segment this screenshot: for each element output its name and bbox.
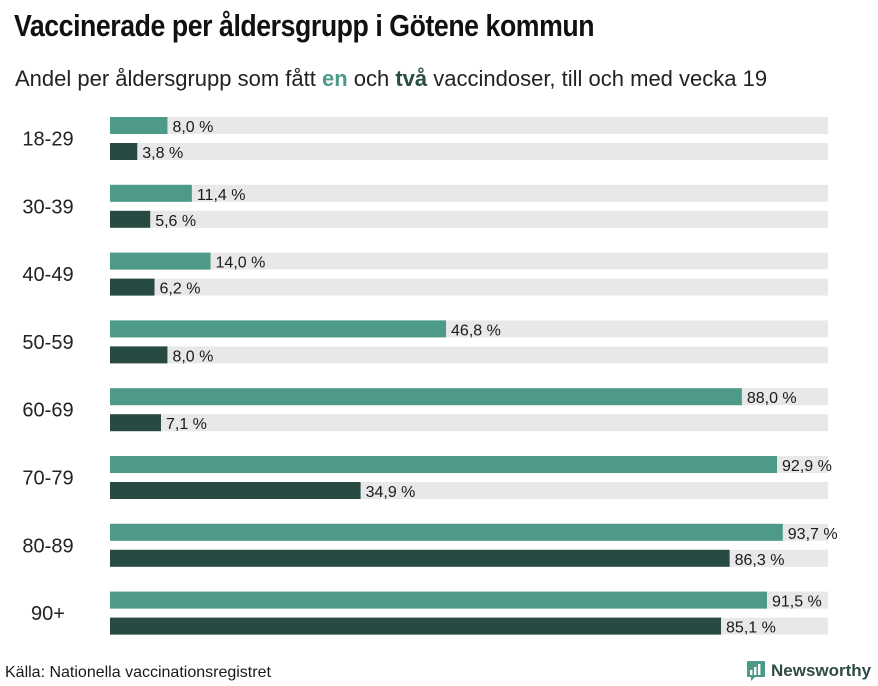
bar-dose-two [110, 549, 730, 567]
bar-dose-one [110, 523, 783, 541]
bar-track [110, 210, 828, 228]
bar-track [110, 117, 828, 134]
chart-title: Vaccinerade per åldersgrupp i Götene kom… [14, 8, 595, 43]
bar-dose-two [110, 617, 722, 635]
brand-logo: Newsworthy [746, 660, 871, 682]
subtitle-dose-one: en [321, 66, 348, 91]
bar-dose-one [110, 184, 192, 202]
category-label: 70-79 [22, 468, 73, 490]
bar-track [110, 278, 828, 296]
value-label: 86,3 % [735, 552, 785, 569]
subtitle-prefix: Andel per åldersgrupp som fått [15, 66, 322, 91]
category-label: 18-29 [22, 129, 73, 151]
value-label: 85,1 % [726, 620, 776, 637]
bar-dose-one [110, 252, 211, 270]
bar-dose-two [110, 210, 151, 228]
category-label: 80-89 [22, 535, 73, 557]
value-label: 92,9 % [782, 458, 832, 475]
value-label: 34,9 % [366, 484, 416, 501]
bar-dose-one [110, 117, 168, 134]
value-label: 7,1 % [166, 416, 207, 433]
category-label: 90+ [31, 603, 65, 625]
chart-subtitle: Andel per åldersgrupp som fått en och tv… [15, 66, 767, 92]
bar-dose-one [110, 591, 767, 609]
bar-dose-two [110, 278, 155, 296]
category-label: 30-39 [22, 196, 73, 218]
bar-track [110, 252, 828, 270]
category-label: 50-59 [22, 332, 73, 354]
value-label: 91,5 % [772, 594, 822, 611]
subtitle-middle: och [347, 66, 396, 91]
brand-name: Newsworthy [771, 661, 872, 680]
subtitle-dose-two: två [395, 66, 428, 91]
value-label: 3,8 % [142, 145, 183, 162]
source-note: Källa: Nationella vaccinationsregistret [5, 664, 271, 681]
bar-dose-two [110, 346, 168, 364]
category-label: 40-49 [22, 264, 73, 286]
bar-dose-two [110, 414, 161, 432]
value-label: 88,0 % [747, 390, 797, 407]
bar-track [110, 346, 828, 364]
value-label: 8,0 % [172, 348, 213, 365]
subtitle-suffix: vaccindoser, till och med vecka 19 [427, 66, 768, 91]
bar-dose-one [110, 320, 447, 338]
value-label: 46,8 % [451, 322, 501, 339]
value-label: 5,6 % [155, 213, 196, 230]
bar-dose-two [110, 482, 361, 499]
value-label: 14,0 % [216, 255, 266, 272]
bar-track [110, 414, 828, 432]
value-label: 6,2 % [160, 281, 201, 298]
category-label: 60-69 [22, 400, 73, 422]
bar-dose-one [110, 456, 778, 473]
bar-track [110, 184, 828, 202]
bar-chart: 18-29 8,0 % 3,8 % 30-39 11,4 %5,6 % 40-49 14,0… [22, 117, 838, 637]
value-label: 93,7 % [788, 526, 838, 543]
newsworthy-logo-icon [747, 661, 765, 681]
value-label: 8,0 % [172, 119, 213, 136]
bar-track [110, 143, 828, 160]
value-label: 11,4 % [197, 187, 246, 204]
bar-dose-one [110, 388, 742, 406]
bar-dose-two [110, 143, 138, 160]
